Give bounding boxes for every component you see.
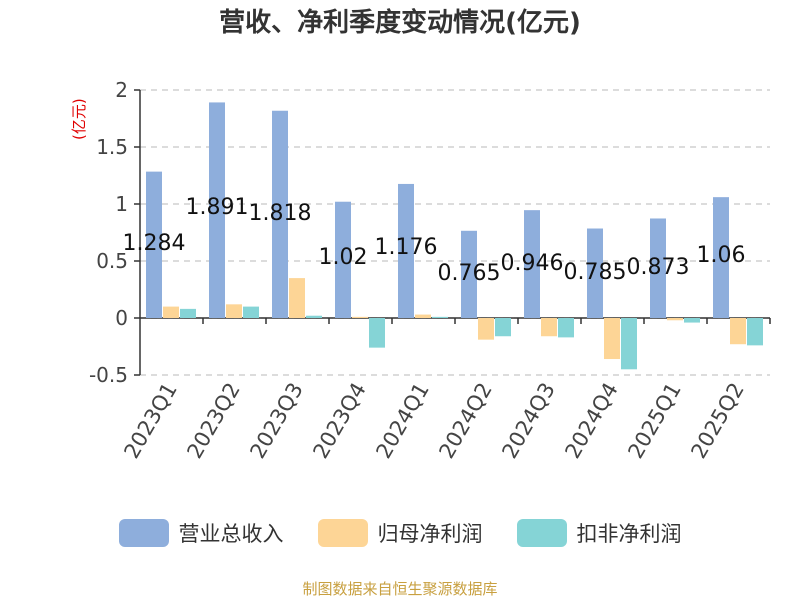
legend-swatch-net-profit: [317, 519, 368, 547]
x-tick-label: 2024Q2: [434, 379, 496, 463]
net-profit-bar: [289, 278, 305, 318]
x-tick-label: 2025Q1: [623, 379, 685, 463]
x-tick-label: 2025Q2: [686, 379, 748, 463]
deducted-profit-bar: [684, 318, 700, 323]
legend-swatch-revenue: [118, 519, 169, 547]
data-label: 0.946: [501, 251, 564, 276]
deducted-profit-bar: [621, 318, 637, 370]
revenue-bar: [587, 228, 603, 318]
net-profit-bar: [730, 318, 746, 345]
x-tick-label: 2023Q3: [245, 379, 307, 463]
data-label: 1.02: [319, 245, 368, 270]
data-label: 1.891: [186, 195, 249, 220]
data-label: 1.176: [375, 235, 438, 260]
x-tick-label: 2023Q1: [119, 379, 181, 463]
legend-swatch-deducted-profit: [516, 519, 567, 547]
data-source: 制图数据来自恒生聚源数据库: [302, 580, 498, 598]
revenue-bar: [524, 210, 540, 318]
revenue-bar: [461, 230, 477, 318]
data-label: 0.765: [438, 261, 501, 286]
data-label: 0.785: [564, 260, 627, 285]
deducted-profit-bar: [180, 308, 196, 318]
chart-title: 营收、净利季度变动情况(亿元): [219, 8, 581, 38]
revenue-bar: [209, 102, 225, 319]
data-label: 0.873: [627, 255, 690, 280]
deducted-profit-bar: [243, 306, 259, 318]
legend: 营业总收入 归母净利润 扣非净利润: [0, 518, 800, 548]
net-profit-bar: [667, 318, 683, 321]
deducted-profit-bar: [747, 318, 763, 346]
revenue-bar: [335, 201, 351, 318]
x-tick-label: 2024Q1: [371, 379, 433, 463]
y-tick-label: -0.5: [89, 363, 128, 387]
data-label: 1.284: [123, 231, 186, 256]
net-profit-bar: [604, 318, 620, 360]
net-profit-bar: [415, 314, 431, 318]
deducted-profit-bar: [369, 318, 385, 348]
legend-label-deducted-profit: 扣非净利润: [576, 522, 682, 546]
y-tick-label: 0.5: [96, 249, 128, 273]
deducted-profit-bar: [495, 318, 511, 337]
x-tick-label: 2023Q2: [182, 379, 244, 463]
revenue-bar: [146, 171, 162, 318]
revenue-bar: [650, 218, 666, 318]
net-profit-bar: [226, 304, 242, 318]
deducted-profit-bar: [306, 315, 322, 318]
data-label: 1.818: [249, 201, 312, 226]
net-profit-bar: [163, 306, 179, 318]
legend-item-net-profit[interactable]: 归母净利润: [317, 518, 483, 548]
x-tick-label: 2024Q4: [560, 379, 622, 463]
y-tick-label: 0: [115, 306, 128, 330]
legend-label-revenue: 营业总收入: [178, 522, 284, 546]
revenue-bar: [272, 110, 288, 318]
deducted-profit-bar: [432, 316, 448, 318]
data-label: 1.06: [697, 243, 746, 268]
legend-item-revenue[interactable]: 营业总收入: [118, 518, 284, 548]
net-profit-bar: [352, 316, 368, 318]
y-tick-label: 1: [115, 192, 128, 216]
legend-label-net-profit: 归母净利润: [377, 522, 483, 546]
net-profit-bar: [541, 318, 557, 337]
revenue-bar: [713, 197, 729, 318]
deducted-profit-bar: [558, 318, 574, 338]
x-tick-label: 2024Q3: [497, 379, 559, 463]
revenue-bar: [398, 183, 414, 318]
net-profit-bar: [478, 318, 494, 340]
y-tick-label: 1.5: [96, 135, 128, 159]
legend-item-deducted-profit[interactable]: 扣非净利润: [516, 518, 682, 548]
y-tick-label: 2: [115, 78, 128, 102]
x-tick-label: 2023Q4: [308, 379, 370, 463]
